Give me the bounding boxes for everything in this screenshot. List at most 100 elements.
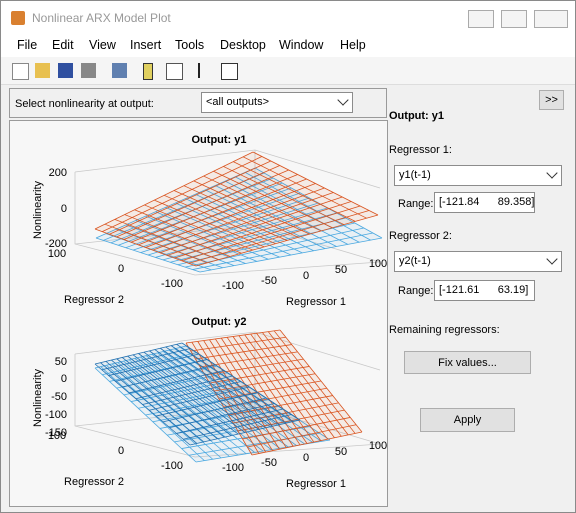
y-tick-label: 100 [48,430,66,442]
x-tick-label: 50 [335,264,347,276]
print-icon[interactable] [81,63,96,78]
output-label: Output: y1 [389,110,444,122]
output-dropdown[interactable]: <all outputs> [201,92,353,113]
surface-mesh-line [233,402,339,424]
z-tick-label: -200 [45,238,67,250]
surface-mesh-line [176,408,284,434]
surface-mesh-line [108,353,199,376]
surface-mesh-line [128,370,225,394]
y-tick-label: 0 [118,445,124,457]
colorbar-icon[interactable] [143,63,153,80]
surface-mesh-line [159,192,334,254]
dropdown-value: y2(t-1) [399,255,431,267]
surface-mesh-line [123,169,289,240]
z-tick-label: 0 [61,373,67,385]
dropdown-value: y1(t-1) [399,169,431,181]
surface-mesh-line [162,397,267,423]
menu-item[interactable]: Window [279,38,324,52]
surface-mesh-line [174,201,352,259]
z-tick-label: 0 [61,203,67,215]
range1-label: Range: [398,198,434,210]
expand-button[interactable]: >> [539,90,564,110]
app-icon [11,11,25,25]
x-tick-label: -100 [222,462,244,474]
surface-mesh-line [140,197,310,253]
property-icon[interactable] [221,63,238,80]
surface-mesh-line [109,160,272,235]
surface-mesh-line [101,348,191,371]
x-tick-label: -50 [261,457,277,469]
surface-mesh-line [152,187,325,251]
minimize-button[interactable] [468,10,494,28]
surface-mesh-line [167,196,343,256]
selector-panel [9,88,387,118]
surface-mesh-line [94,151,254,230]
z-axis-label: Nonlinearity [32,180,44,239]
selector-label: Select nonlinearity at output: [15,98,154,110]
legend-icon[interactable] [166,63,183,80]
surface-mesh-line [183,414,292,440]
plot-title: Output: y1 [192,134,247,146]
fix-values-button[interactable]: Fix values... [404,351,531,374]
menu-item[interactable]: View [89,38,116,52]
menu-item[interactable]: Desktop [220,38,266,52]
z-tick-label: -100 [45,409,67,421]
surface-mesh-line [195,214,379,267]
surface-mesh-line [145,183,316,248]
apply-button[interactable]: Apply [420,408,515,432]
surface-mesh-line [169,403,275,429]
surface-mesh-line [138,178,307,246]
x-axis-label: Regressor 1 [286,296,346,308]
surface-mesh-line [195,344,292,360]
regressor1-label: Regressor 1: [389,144,452,156]
axis-box [74,354,381,458]
figure-icon[interactable] [112,63,127,78]
x-axis-label: Regressor 1 [286,478,346,490]
range2-field[interactable]: [-121.61 63.19] [434,280,535,301]
close-button[interactable] [534,10,568,28]
surface-mesh-line [142,381,242,405]
menu-item[interactable]: Insert [130,38,162,52]
surface-mesh-line [218,380,322,400]
surface-mesh-line [116,165,280,238]
surface-mesh-line [138,385,248,409]
surface-mesh-line [123,372,228,396]
save-icon[interactable] [58,63,73,78]
open-icon[interactable] [35,63,50,78]
pointer-icon[interactable] [198,63,208,78]
regressor1-dropdown[interactable]: y1(t-1) [394,165,562,186]
regressor2-dropdown[interactable]: y2(t-1) [394,251,562,272]
maximize-button[interactable] [501,10,527,28]
axis-box [74,149,381,189]
z-axis-label: Nonlinearity [32,368,44,427]
surface-mesh-line [122,364,216,388]
surface-mesh-line [130,174,298,243]
window-title: Nonlinear ARX Model Plot [32,11,171,25]
surface-mesh-line [214,373,316,392]
surface-mesh-line [189,419,301,446]
range1-field[interactable]: [-121.84 89.358] [434,192,535,213]
surface-mesh-line [247,424,357,448]
x-tick-label: -100 [222,280,244,292]
surface-mesh-line [204,358,304,376]
y-axis-label: Regressor 2 [64,476,124,488]
surface-mesh-line [155,207,328,258]
z-tick-label: -150 [45,427,67,439]
surface-mesh-line [133,192,301,251]
z-tick-label: 50 [55,356,67,368]
menu-item[interactable]: File [17,38,38,52]
dropdown-value: <all outputs> [206,96,269,108]
menu-item[interactable]: Edit [52,38,74,52]
menu-item[interactable]: Tools [175,38,205,52]
plot-title: Output: y2 [192,316,247,328]
z-tick-label: 200 [49,167,67,179]
menu-item[interactable]: Help [340,38,366,52]
y-axis-label: Regressor 2 [64,294,124,306]
remaining-label: Remaining regressors: [389,324,500,336]
new-icon[interactable] [12,63,29,80]
axis-box [74,172,381,276]
surface-mesh-line [95,167,256,239]
surface-mesh-line [228,395,333,416]
